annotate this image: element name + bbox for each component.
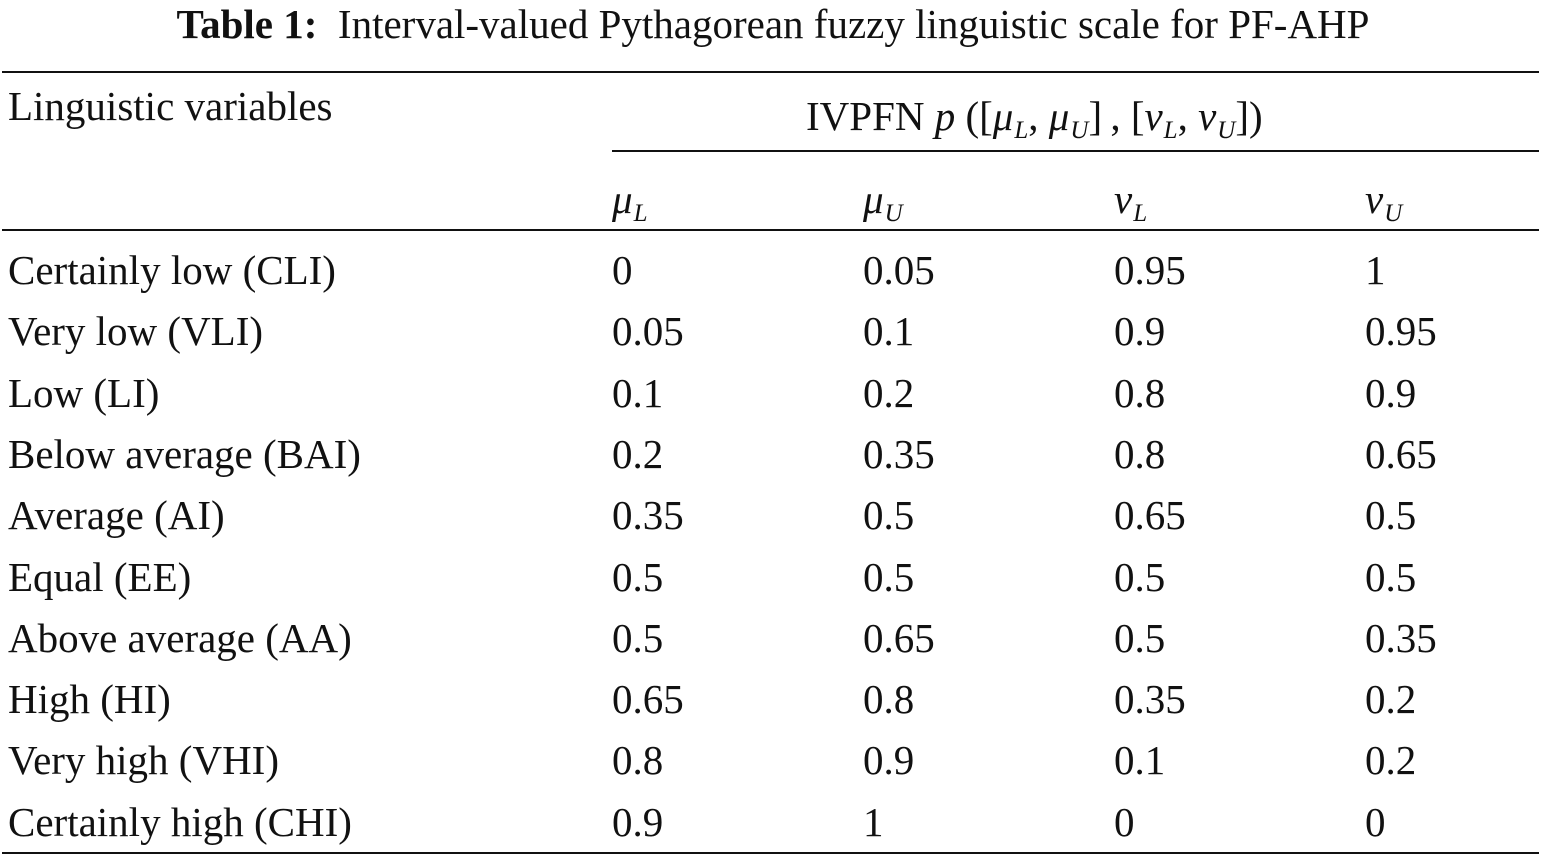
cell-nu-l: 0.95: [1114, 247, 1186, 293]
cell-mu-l: 0: [612, 247, 633, 293]
row-label: Certainly low (CLI): [8, 247, 336, 293]
subheader-mu-l: μL: [612, 175, 648, 230]
row-label: Average (AI): [8, 492, 225, 538]
subheader-mu-u: μU: [863, 175, 903, 230]
cell-nu-l: 0.1: [1114, 737, 1166, 783]
bottom-rule: [2, 852, 1539, 854]
row-label: Very high (VHI): [8, 737, 279, 783]
table-caption-text: Interval-valued Pythagorean fuzzy lingui…: [337, 1, 1370, 47]
cell-mu-l: 0.05: [612, 308, 684, 354]
cell-mu-l: 0.9: [612, 799, 664, 845]
cell-mu-l: 0.5: [612, 554, 664, 600]
cell-mu-u: 0.5: [863, 492, 915, 538]
cell-nu-u: 0.5: [1365, 554, 1417, 600]
cell-nu-u: 0.65: [1365, 431, 1437, 477]
subheader-symbol: ν: [1365, 176, 1384, 222]
cell-mu-u: 0.9: [863, 737, 915, 783]
cell-mu-u: 0.8: [863, 676, 915, 722]
cell-mu-u: 0.05: [863, 247, 935, 293]
row-label: Low (LI): [8, 370, 160, 416]
cell-nu-u: 0.5: [1365, 492, 1417, 538]
cell-nu-u: 0.2: [1365, 737, 1417, 783]
cell-mu-u: 0.1: [863, 308, 915, 354]
table-caption-label: Table 1:: [176, 1, 318, 47]
subheader-subscript: L: [1133, 200, 1148, 227]
subheader-nu-l: νL: [1114, 175, 1147, 230]
subheader-symbol: μ: [612, 176, 633, 222]
header-ivpfn-prefix: IVPFN: [806, 93, 925, 139]
cell-mu-l: 0.1: [612, 370, 664, 416]
subheader-symbol: ν: [1114, 176, 1133, 222]
table-caption: Table 1: Interval-valued Pythagorean fuz…: [0, 2, 1546, 46]
subheader-subscript: U: [1384, 200, 1403, 227]
header-bottom-rule: [2, 229, 1539, 231]
header-linguistic-variables: Linguistic variables: [8, 83, 333, 129]
cell-nu-l: 0.5: [1114, 615, 1166, 661]
cell-mu-l: 0.35: [612, 492, 684, 538]
cell-nu-u: 0.2: [1365, 676, 1417, 722]
subheader-symbol: μ: [863, 176, 884, 222]
row-label: Below average (BAI): [8, 431, 361, 477]
cell-nu-l: 0.8: [1114, 431, 1166, 477]
cell-nu-u: 0.35: [1365, 615, 1437, 661]
cell-mu-u: 0.35: [863, 431, 935, 477]
row-label: Above average (AA): [8, 615, 352, 661]
cell-mu-u: 1: [863, 799, 884, 845]
header-ivpfn-var: p: [934, 93, 956, 139]
cell-nu-u: 0.95: [1365, 308, 1437, 354]
row-label: High (HI): [8, 676, 171, 722]
row-label: Equal (EE): [8, 554, 192, 600]
cell-nu-l: 0.8: [1114, 370, 1166, 416]
header-ivpfn-group: IVPFN p ([μL, μU] , [νL, νU]): [806, 92, 1263, 147]
cell-mu-u: 0.2: [863, 370, 915, 416]
group-rule: [612, 150, 1539, 152]
cell-nu-l: 0.5: [1114, 554, 1166, 600]
cell-nu-l: 0: [1114, 799, 1135, 845]
cell-mu-u: 0.5: [863, 554, 915, 600]
row-label: Very low (VLI): [8, 308, 264, 354]
cell-nu-l: 0.65: [1114, 492, 1186, 538]
top-rule: [2, 71, 1539, 73]
subheader-subscript: U: [884, 200, 903, 227]
cell-nu-l: 0.35: [1114, 676, 1186, 722]
subheader-subscript: L: [633, 200, 648, 227]
cell-nu-u: 1: [1365, 247, 1386, 293]
cell-mu-l: 0.8: [612, 737, 664, 783]
cell-nu-u: 0.9: [1365, 370, 1417, 416]
cell-mu-u: 0.65: [863, 615, 935, 661]
header-ivpfn-formula: ([μL, μU] , [νL, νU]): [965, 93, 1263, 144]
cell-nu-l: 0.9: [1114, 308, 1166, 354]
cell-mu-l: 0.5: [612, 615, 664, 661]
cell-mu-l: 0.2: [612, 431, 664, 477]
subheader-nu-u: νU: [1365, 175, 1402, 230]
row-label: Certainly high (CHI): [8, 799, 352, 845]
cell-mu-l: 0.65: [612, 676, 684, 722]
cell-nu-u: 0: [1365, 799, 1386, 845]
